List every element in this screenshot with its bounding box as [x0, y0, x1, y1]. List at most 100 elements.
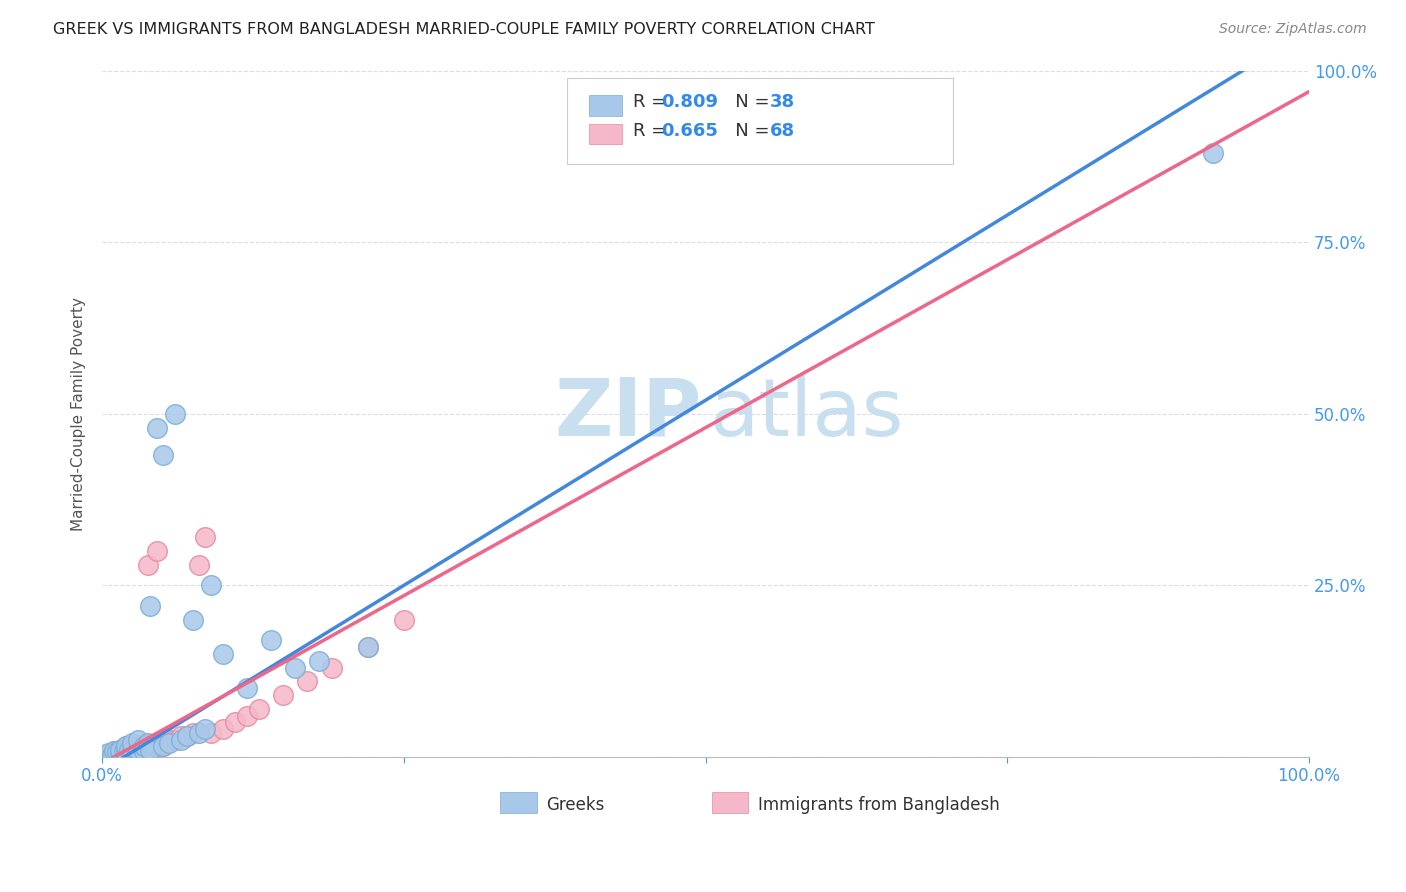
Text: N =: N = [717, 122, 775, 140]
Point [157, 732, 180, 747]
Point [121, 744, 143, 758]
Point [103, 744, 125, 758]
Point [284, 660, 307, 674]
Text: Source: ZipAtlas.com: Source: ZipAtlas.com [1219, 22, 1367, 37]
Point [127, 747, 149, 761]
Point [145, 544, 167, 558]
Y-axis label: Married-Couple Family Poverty: Married-Couple Family Poverty [72, 297, 86, 531]
Text: 68: 68 [769, 122, 794, 140]
Point [321, 660, 343, 674]
Point [181, 725, 204, 739]
Point [110, 747, 132, 761]
Point [121, 747, 143, 761]
Text: atlas: atlas [709, 375, 904, 453]
Point [194, 530, 217, 544]
Point [128, 744, 150, 758]
Point [134, 739, 156, 754]
Point [114, 745, 136, 759]
Point [118, 743, 141, 757]
Point [110, 743, 132, 757]
FancyBboxPatch shape [501, 792, 537, 813]
Text: 0.809: 0.809 [661, 93, 718, 111]
Point [112, 741, 135, 756]
Point [111, 744, 134, 758]
Point [115, 743, 138, 757]
Point [181, 613, 204, 627]
Point [121, 736, 143, 750]
Point [149, 739, 172, 754]
Point [101, 747, 124, 761]
Point [136, 736, 159, 750]
Point [124, 743, 146, 757]
Text: GREEK VS IMMIGRANTS FROM BANGLADESH MARRIED-COUPLE FAMILY POVERTY CORRELATION CH: GREEK VS IMMIGRANTS FROM BANGLADESH MARR… [53, 22, 876, 37]
Point [115, 747, 138, 761]
Point [129, 741, 152, 756]
Point [135, 743, 157, 757]
Point [152, 739, 174, 754]
Point [121, 741, 143, 756]
Point [97, 747, 120, 761]
Point [187, 558, 209, 572]
Point [357, 640, 380, 654]
Point [98, 747, 121, 761]
Point [194, 723, 217, 737]
Point [118, 744, 141, 758]
Point [107, 746, 129, 760]
Point [260, 633, 283, 648]
Point [110, 747, 132, 762]
Point [1201, 146, 1223, 161]
Text: N =: N = [717, 93, 775, 111]
Point [271, 688, 294, 702]
Point [392, 613, 415, 627]
Point [112, 744, 135, 758]
Point [134, 744, 156, 758]
Point [103, 744, 125, 758]
Point [157, 736, 180, 750]
Point [212, 723, 235, 737]
Point [110, 747, 132, 761]
Point [153, 737, 176, 751]
Point [308, 654, 330, 668]
Point [163, 732, 186, 747]
FancyBboxPatch shape [589, 124, 623, 145]
Point [139, 739, 162, 754]
Text: Immigrants from Bangladesh: Immigrants from Bangladesh [758, 797, 1000, 814]
Point [103, 747, 125, 762]
Point [127, 739, 149, 754]
Point [115, 739, 138, 754]
Point [127, 746, 149, 760]
Point [169, 729, 191, 743]
Point [212, 647, 235, 661]
Point [200, 725, 222, 739]
Point [139, 599, 162, 613]
FancyBboxPatch shape [589, 95, 623, 116]
Point [125, 745, 148, 759]
Text: ZIP: ZIP [555, 375, 702, 453]
Point [101, 747, 124, 761]
Point [236, 681, 259, 695]
Point [105, 745, 128, 759]
Point [163, 407, 186, 421]
Point [357, 640, 380, 654]
Point [139, 743, 162, 757]
Text: 38: 38 [769, 93, 794, 111]
Point [127, 732, 149, 747]
Point [94, 748, 117, 763]
Point [108, 747, 131, 761]
Point [127, 743, 149, 757]
Point [127, 743, 149, 757]
Point [152, 448, 174, 462]
Point [115, 747, 138, 761]
Point [118, 743, 141, 757]
Point [97, 747, 120, 762]
Point [134, 738, 156, 752]
Point [152, 739, 174, 753]
Text: R =: R = [633, 93, 672, 111]
Point [247, 702, 270, 716]
Text: 0.665: 0.665 [661, 122, 718, 140]
Point [105, 747, 128, 761]
Point [152, 736, 174, 750]
FancyBboxPatch shape [567, 78, 953, 163]
Point [145, 739, 167, 753]
Point [115, 739, 138, 754]
